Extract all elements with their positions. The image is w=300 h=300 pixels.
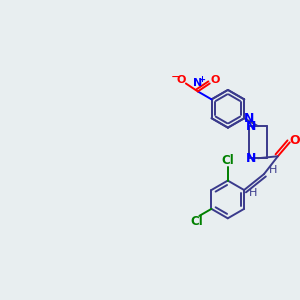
Text: H: H xyxy=(269,165,277,175)
Text: +: + xyxy=(198,75,205,84)
Text: O: O xyxy=(290,134,300,147)
Text: N: N xyxy=(193,79,203,88)
Text: −: − xyxy=(171,71,181,84)
Text: H: H xyxy=(249,188,257,198)
Text: N: N xyxy=(246,152,256,165)
Text: O: O xyxy=(176,74,186,85)
Text: N: N xyxy=(246,120,256,133)
Text: Cl: Cl xyxy=(221,154,234,167)
Text: Cl: Cl xyxy=(190,215,203,228)
Text: O: O xyxy=(210,74,219,85)
Text: N: N xyxy=(244,112,254,125)
